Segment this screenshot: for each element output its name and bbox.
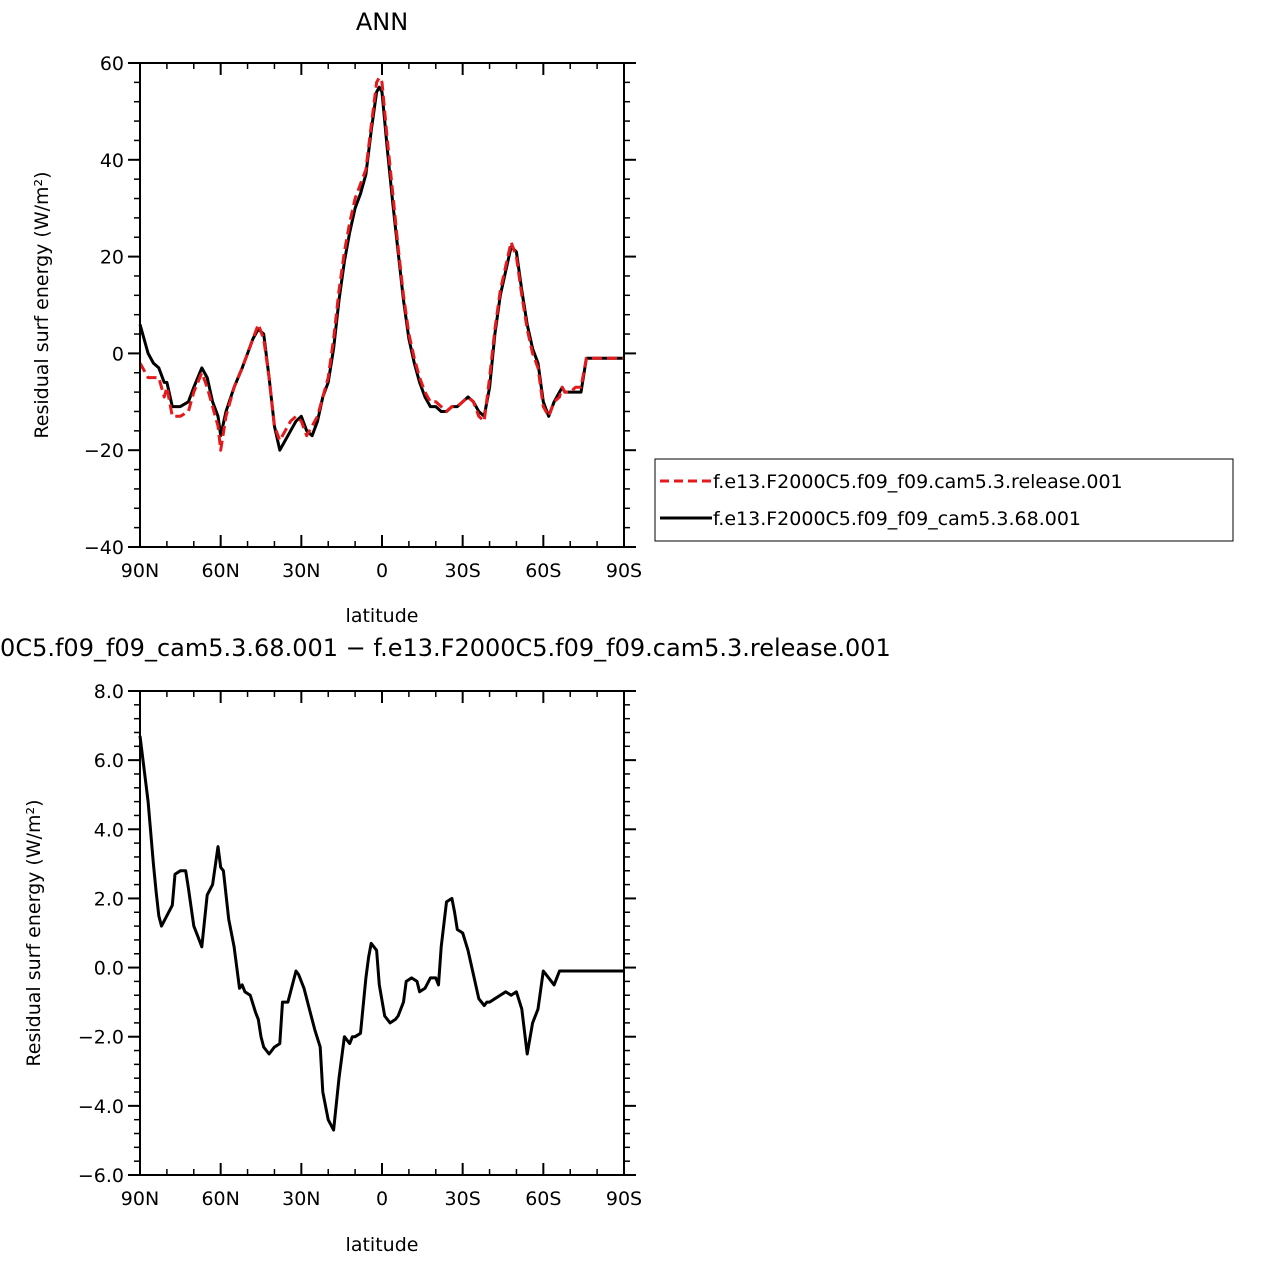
- bottom-chart-plot-frame: [139, 690, 625, 1176]
- bottom-chart-y-axis-label: Residual surf energy (W/m²): [23, 799, 45, 1066]
- bottom-chart: f.e13.F2000C5.f09_f09_cam5.3.68.001 − f.…: [0, 634, 891, 1256]
- bottom-chart-x-tick-label: 0: [376, 1188, 388, 1210]
- top-chart-y-axis-label: Residual surf energy (W/m²): [31, 171, 53, 438]
- top-chart-x-tick-label: 60S: [525, 560, 561, 582]
- top-chart-x-tick-label: 0: [376, 560, 388, 582]
- top-chart-x-tick-label: 30N: [282, 560, 320, 582]
- top-chart-x-axis-label: latitude: [346, 605, 419, 627]
- bottom-chart-x-tick-label: 30S: [445, 1188, 481, 1210]
- top-chart-y-tick-label: 40: [100, 150, 124, 172]
- legend-box: [654, 458, 1234, 542]
- top-chart-y-tick-label: 20: [100, 247, 124, 269]
- bottom-chart-series-group: [138, 735, 624, 1132]
- legend-label-series-2: f.e13.F2000C5.f09_f09_cam5.3.68.001: [713, 508, 1081, 530]
- bottom-chart-y-tick-label: 0.0: [94, 958, 124, 980]
- bottom-chart-x-axis-label: latitude: [346, 1234, 419, 1256]
- top-chart-series-group: [138, 76, 624, 452]
- bottom-chart-y-tick-label: −6.0: [78, 1165, 124, 1187]
- bottom-chart-y-tick-label: 6.0: [94, 750, 124, 772]
- top-chart: ANN 90N 60N 30N 0 30S 60S 90S −40 −20 0 20 40 60 lat…: [31, 8, 1234, 627]
- bottom-chart-x-tick-label: 60S: [525, 1188, 561, 1210]
- bottom-chart-axes: 90N 60N 30N 0 30S 60S 90S −6.0 −4.0 −2.0 0.0 2.0 4.0…: [78, 681, 642, 1210]
- top-chart-y-tick-label: 0: [112, 343, 124, 365]
- top-chart-title: ANN: [356, 8, 408, 36]
- bottom-chart-title: f.e13.F2000C5.f09_f09_cam5.3.68.001 − f.…: [0, 634, 891, 662]
- top-chart-axes: 90N 60N 30N 0 30S 60S 90S −40 −20 0 20 40 60: [84, 53, 642, 582]
- bottom-chart-x-tick-label: 90S: [606, 1188, 642, 1210]
- top-chart-x-tick-label: 90N: [121, 560, 159, 582]
- top-chart-plot-frame: [139, 62, 625, 548]
- top-chart-x-tick-label: 30S: [445, 560, 481, 582]
- bottom-chart-y-tick-label: −2.0: [78, 1027, 124, 1049]
- bottom-chart-y-tick-label: 4.0: [94, 819, 124, 841]
- top-chart-y-tick-label: −20: [84, 440, 124, 462]
- bottom-chart-series-line-1: [138, 735, 624, 1132]
- bottom-chart-x-tick-label: 90N: [121, 1188, 159, 1210]
- bottom-chart-x-tick-label: 60N: [201, 1188, 239, 1210]
- top-chart-x-tick-label: 60N: [201, 560, 239, 582]
- legend-label-series-1: f.e13.F2000C5.f09_f09.cam5.3.release.001: [713, 471, 1123, 493]
- top-chart-y-tick-label: −40: [84, 537, 124, 559]
- top-chart-y-tick-label: 60: [100, 53, 124, 75]
- top-chart-x-tick-label: 90S: [606, 560, 642, 582]
- top-chart-series-line-1: [138, 76, 624, 452]
- top-chart-series-line-2: [138, 85, 624, 452]
- bottom-chart-x-tick-label: 30N: [282, 1188, 320, 1210]
- bottom-chart-y-tick-label: 2.0: [94, 888, 124, 910]
- top-chart-legend: f.e13.F2000C5.f09_f09.cam5.3.release.001…: [654, 458, 1234, 542]
- bottom-chart-y-tick-label: 8.0: [94, 681, 124, 703]
- bottom-chart-y-tick-label: −4.0: [78, 1096, 124, 1118]
